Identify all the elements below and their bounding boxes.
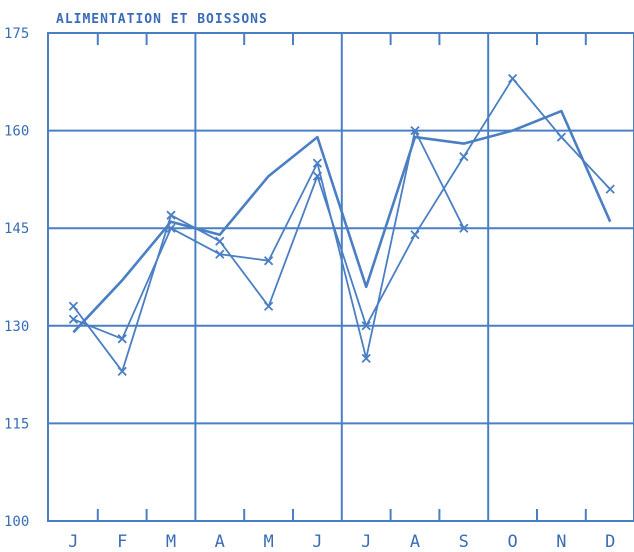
data-point-marker: [361, 321, 371, 331]
x-tick-label: A: [410, 532, 420, 552]
x-tick-label: D: [605, 532, 615, 552]
data-point-marker: [117, 366, 127, 376]
x-tick-label: M: [263, 532, 273, 552]
data-point-marker: [166, 223, 176, 233]
y-tick-label: 160: [4, 124, 29, 140]
data-point-marker: [68, 314, 79, 324]
data-point-marker: [459, 151, 469, 162]
data-point-marker: [459, 223, 469, 233]
y-tick-label: 145: [4, 221, 29, 237]
series-line: [72, 77, 611, 373]
y-tick-label: 100: [4, 514, 29, 530]
x-tick-label: J: [312, 532, 322, 552]
y-axis-ticks: 100 115 130 145 160 175: [4, 26, 29, 530]
data-point-marker: [166, 210, 176, 220]
series-line: [72, 109, 612, 334]
x-tick-label: A: [215, 532, 225, 552]
x-tick-label: O: [507, 532, 517, 552]
data-point-marker: [361, 353, 371, 363]
y-tick-label: 175: [4, 26, 29, 42]
chart-title: ALIMENTATION ET BOISSONS: [56, 12, 268, 27]
data-point-marker: [312, 158, 323, 168]
data-point-marker: [507, 73, 518, 84]
y-tick-label: 130: [4, 319, 29, 335]
data-point-marker: [215, 236, 225, 246]
x-tick-label: M: [166, 532, 176, 552]
data-point-marker: [68, 301, 79, 311]
data-point-marker: [410, 230, 420, 240]
data-point-marker: [410, 125, 420, 136]
x-tick-label: F: [117, 532, 127, 552]
grid: [47, 32, 634, 522]
y-tick-label: 115: [4, 416, 29, 432]
data-point-marker: [263, 256, 274, 266]
data-point-marker: [605, 184, 615, 194]
x-tick-label: S: [459, 532, 469, 552]
x-tick-label: N: [556, 532, 566, 552]
x-tick-label: J: [361, 532, 371, 552]
x-tick-label: J: [68, 532, 78, 552]
series-group: [68, 73, 615, 376]
data-point-marker: [556, 132, 567, 142]
data-point-marker: [117, 334, 127, 344]
data-point-marker: [263, 301, 274, 311]
data-point-marker: [215, 249, 225, 259]
